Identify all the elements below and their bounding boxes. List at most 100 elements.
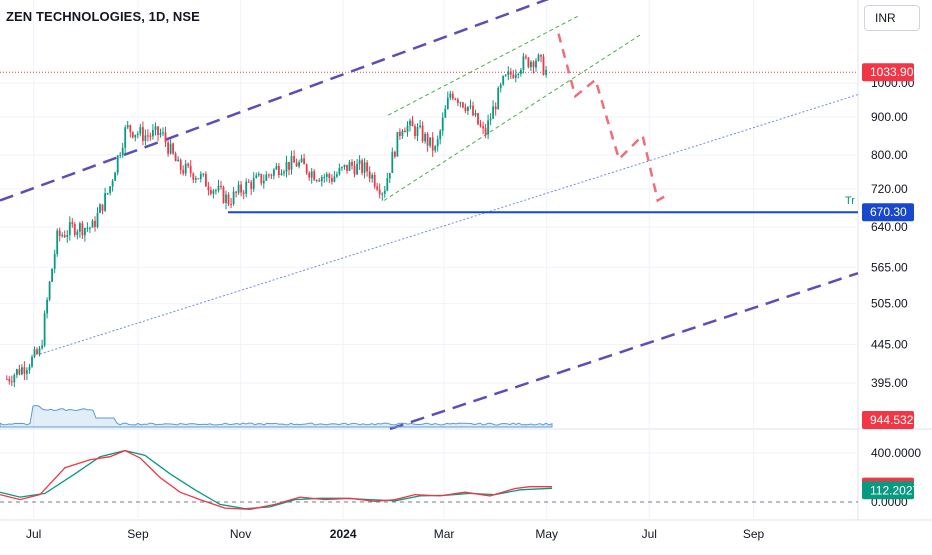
time-tick-label: Mar: [434, 527, 455, 541]
candle-body: [411, 120, 414, 127]
candle-body: [429, 137, 431, 146]
candle-body: [237, 184, 240, 193]
candle-body: [391, 151, 394, 173]
inner-channel-lower-line: [383, 34, 641, 201]
candle-body: [504, 75, 507, 76]
time-tick-label: Jul: [26, 527, 41, 541]
candle-body: [28, 366, 31, 371]
signal-value-badge: 112.2027: [870, 483, 919, 497]
candle-body: [36, 349, 38, 355]
candle-body: [343, 164, 346, 168]
candle-body: [273, 169, 275, 176]
candle-body: [99, 204, 101, 213]
candle-body: [388, 173, 391, 179]
candle-body: [333, 176, 336, 182]
candle-body: [71, 222, 74, 225]
candle-body: [252, 178, 255, 189]
candle-body: [119, 154, 122, 156]
candle-body: [149, 135, 152, 137]
price-tick-label: 395.00: [871, 376, 908, 390]
candle-body: [348, 162, 351, 171]
candle-body: [502, 76, 505, 85]
time-tick-label: May: [535, 527, 558, 541]
candle-body: [451, 93, 454, 99]
level-price-badge: 670.30: [870, 205, 907, 219]
candle-body: [182, 170, 185, 174]
price-tick-label: 565.00: [871, 260, 908, 274]
candle-body: [467, 106, 469, 111]
candle-body: [295, 162, 298, 167]
candle-body: [308, 172, 311, 178]
signal-line: [0, 449, 553, 510]
volume-badge: 944.532K: [870, 413, 921, 427]
candle-body: [441, 117, 444, 131]
candle-body: [444, 108, 447, 118]
candle-body: [205, 173, 207, 187]
candle-body: [446, 97, 449, 109]
candle-body: [202, 173, 205, 175]
candle-body: [232, 191, 235, 205]
candle-body: [328, 174, 331, 179]
volume-badge-bg: [862, 411, 914, 429]
candle-body: [96, 212, 99, 227]
candle-body: [434, 146, 437, 151]
forecast-path: [557, 33, 671, 203]
candle-body: [376, 186, 379, 190]
time-tick-label: Nov: [230, 527, 251, 541]
candle-body: [290, 156, 293, 170]
price-tick-label: 640.00: [871, 220, 908, 234]
candle-body: [320, 177, 323, 182]
candle-body: [136, 133, 139, 135]
candle-body: [169, 143, 172, 154]
candle-body: [194, 178, 197, 180]
candle-body: [325, 174, 328, 177]
candle-body: [401, 130, 404, 136]
candle-body: [23, 367, 26, 374]
candle-body: [394, 151, 396, 157]
price-tick-label: 720.00: [871, 182, 908, 196]
candle-body: [114, 172, 116, 181]
candle-body: [477, 113, 479, 125]
candle-body: [31, 356, 33, 367]
candle-body: [126, 125, 129, 128]
candle-body: [315, 180, 318, 182]
candle-body: [399, 132, 401, 136]
candle-body: [134, 134, 137, 138]
candle-body: [532, 61, 535, 68]
candle-body: [469, 105, 472, 107]
candle-body: [363, 162, 366, 173]
candle-body: [21, 367, 23, 375]
candle-body: [13, 375, 16, 383]
candle-body: [250, 182, 253, 189]
candle-body: [217, 185, 220, 191]
time-tick-label: Sep: [127, 527, 149, 541]
drawings-layer[interactable]: Tr: [0, 0, 859, 431]
candle-body: [406, 125, 409, 133]
candle-body: [242, 192, 245, 194]
candle-body: [222, 187, 225, 203]
candle-body: [527, 57, 530, 68]
volume-layer: [0, 404, 553, 428]
macd-line: [0, 449, 552, 511]
candle-body: [16, 369, 18, 375]
candle-body: [300, 158, 303, 162]
candle-body: [174, 153, 177, 162]
candle-body: [268, 174, 270, 176]
candle-body: [129, 125, 132, 132]
candle-body: [396, 132, 399, 157]
candle-body: [338, 168, 341, 175]
candle-body: [38, 348, 41, 355]
candle-body: [10, 381, 13, 383]
candle-body: [245, 181, 248, 194]
candle-body: [247, 181, 250, 183]
candle-body: [492, 106, 494, 119]
candle-body: [454, 98, 457, 100]
currency-button[interactable]: INR: [864, 5, 920, 31]
candle-body: [81, 223, 84, 236]
candle-body: [351, 162, 353, 166]
candle-body: [409, 120, 411, 126]
axis-layer: 1000.00900.00800.00720.00640.00565.00505…: [26, 63, 921, 541]
price-tick-label: 900.00: [871, 110, 908, 124]
